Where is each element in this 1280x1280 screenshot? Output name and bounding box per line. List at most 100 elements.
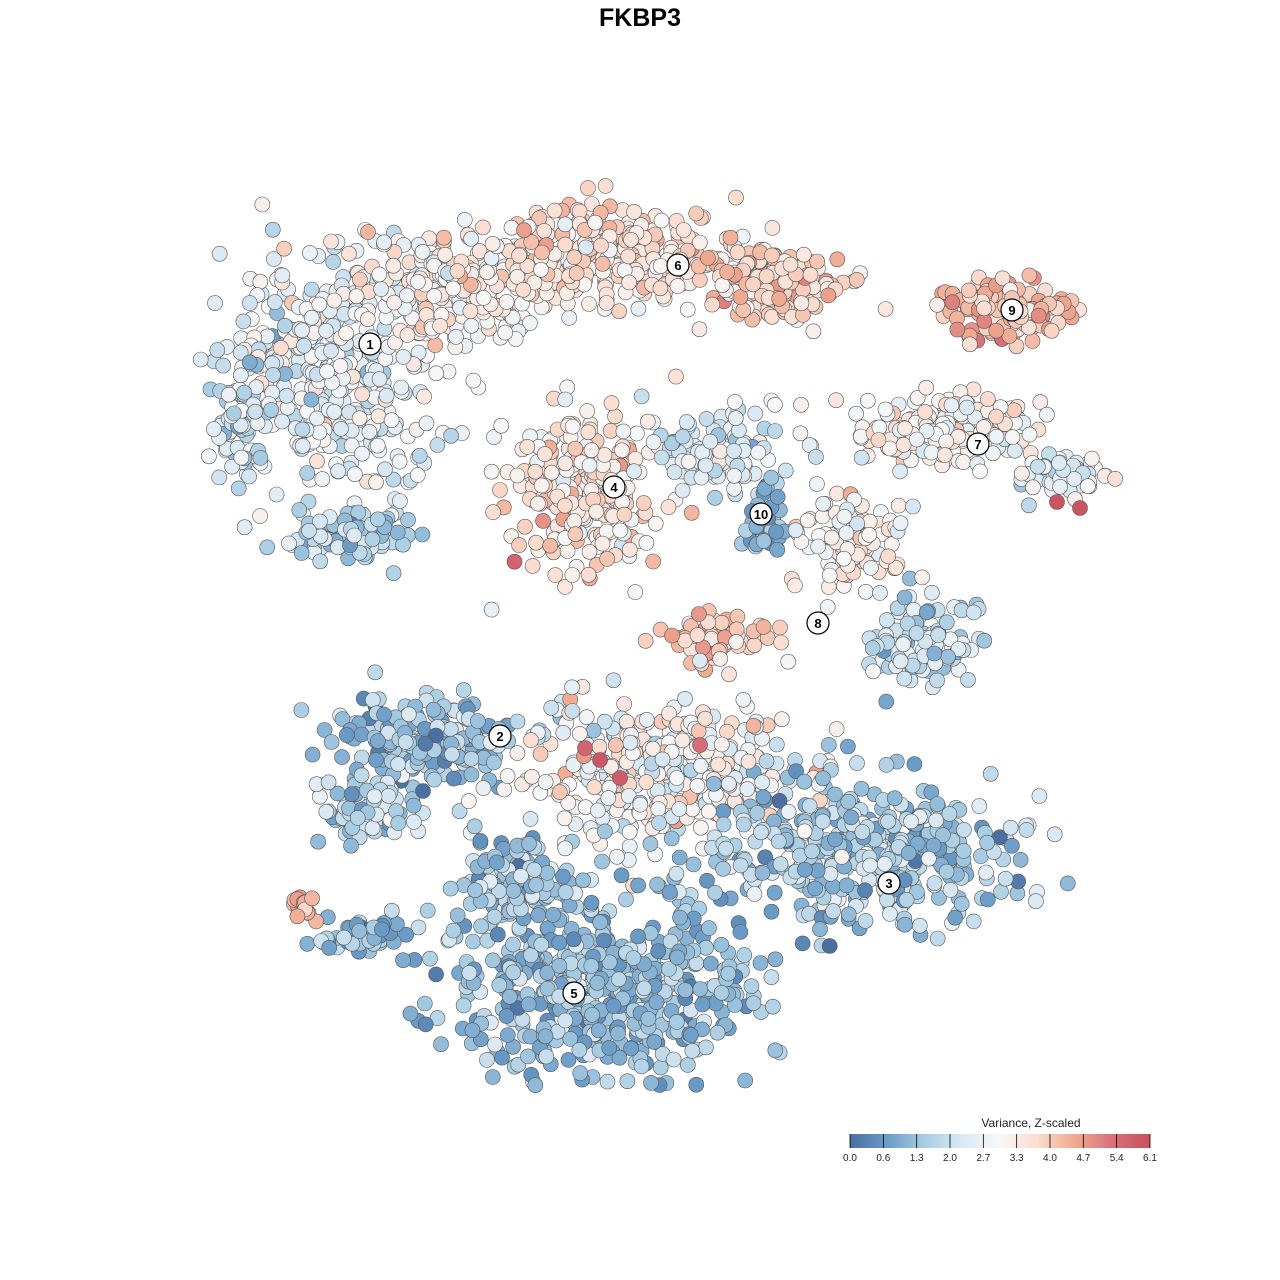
cell-point — [994, 270, 1011, 287]
cell-point — [252, 450, 269, 466]
cell-point — [445, 770, 462, 787]
cell-point — [369, 437, 386, 454]
cell-point — [782, 256, 799, 273]
cell-point — [466, 818, 483, 835]
cell-point — [679, 301, 696, 318]
cell-point — [702, 955, 719, 972]
cell-point — [812, 921, 828, 938]
cell-point — [593, 237, 609, 254]
cell-point — [319, 363, 335, 380]
cell-point — [926, 875, 943, 892]
cell-point — [787, 577, 803, 594]
cell-point — [707, 489, 723, 506]
cell-point — [1021, 497, 1037, 514]
cell-point — [395, 952, 411, 969]
cell-point — [571, 1042, 588, 1058]
cell-point — [334, 711, 351, 727]
cell-point — [1024, 333, 1041, 349]
cell-point — [905, 601, 922, 618]
cell-point — [715, 803, 732, 820]
cell-point — [546, 202, 563, 219]
cell-point — [705, 775, 722, 792]
cell-point — [318, 803, 335, 820]
cell-point — [880, 548, 897, 565]
cell-point — [623, 232, 639, 248]
cell-point — [668, 865, 685, 882]
cell-point — [747, 405, 764, 422]
cell-point — [312, 553, 329, 570]
cell-point — [895, 636, 912, 653]
cluster-label: 4 — [602, 475, 626, 499]
cell-point — [336, 929, 352, 946]
cell-point — [323, 734, 340, 750]
cell-point — [745, 276, 761, 293]
cell-point — [326, 403, 343, 420]
cell-point — [607, 408, 623, 425]
cell-point — [754, 774, 770, 791]
cell-point — [596, 932, 612, 949]
cell-point — [435, 229, 452, 246]
cell-point — [390, 756, 406, 772]
cell-point — [727, 410, 744, 427]
cell-point — [247, 403, 264, 420]
chart-title: FKBP3 — [599, 4, 681, 32]
cell-point — [1039, 406, 1055, 423]
cell-point — [316, 722, 333, 738]
cell-point — [745, 717, 762, 734]
cell-point — [647, 515, 664, 532]
cell-point — [750, 444, 767, 461]
cell-point — [903, 813, 919, 830]
cell-point — [426, 771, 443, 788]
cell-point — [648, 994, 665, 1011]
cell-point — [985, 445, 1001, 462]
cell-point — [479, 264, 495, 281]
cell-point — [680, 453, 697, 470]
cell-point — [929, 796, 946, 812]
cell-point — [597, 178, 614, 194]
cell-point — [1018, 822, 1035, 838]
cell-point — [561, 310, 578, 326]
cell-point — [859, 392, 876, 409]
cell-point — [400, 706, 417, 723]
cell-point — [591, 738, 608, 755]
cell-point — [397, 734, 414, 750]
cell-point — [876, 856, 893, 872]
cell-point — [972, 463, 988, 480]
cell-point — [758, 268, 775, 285]
cell-point — [645, 553, 662, 570]
cell-point — [679, 1057, 696, 1073]
cell-point — [580, 180, 596, 196]
cell-point — [838, 877, 855, 894]
cell-point — [461, 965, 478, 981]
cell-point — [530, 495, 546, 512]
cell-point — [455, 682, 472, 698]
cell-point — [415, 783, 431, 799]
cell-point — [704, 296, 721, 313]
cell-point — [411, 447, 428, 464]
cell-point — [909, 884, 925, 900]
cell-point — [596, 713, 613, 730]
cell-point — [226, 405, 242, 422]
cell-point — [763, 969, 780, 986]
cell-point — [833, 849, 850, 865]
cell-point — [294, 421, 311, 438]
cell-point — [352, 271, 368, 288]
cell-point — [581, 296, 597, 312]
cell-point — [677, 982, 694, 998]
cell-point — [528, 534, 544, 551]
cell-point — [654, 751, 671, 768]
cell-point — [626, 204, 642, 220]
cell-point — [429, 437, 446, 453]
cell-point — [636, 980, 653, 997]
cell-point — [385, 257, 402, 274]
cell-point — [445, 922, 462, 939]
cell-point — [592, 752, 608, 768]
cell-point — [1004, 429, 1021, 446]
cell-point — [499, 768, 516, 784]
cell-point — [291, 502, 308, 518]
cell-point — [584, 1006, 600, 1023]
cell-point — [840, 906, 857, 923]
cell-point — [351, 923, 368, 939]
cell-point — [505, 882, 522, 899]
cell-point — [692, 981, 709, 997]
